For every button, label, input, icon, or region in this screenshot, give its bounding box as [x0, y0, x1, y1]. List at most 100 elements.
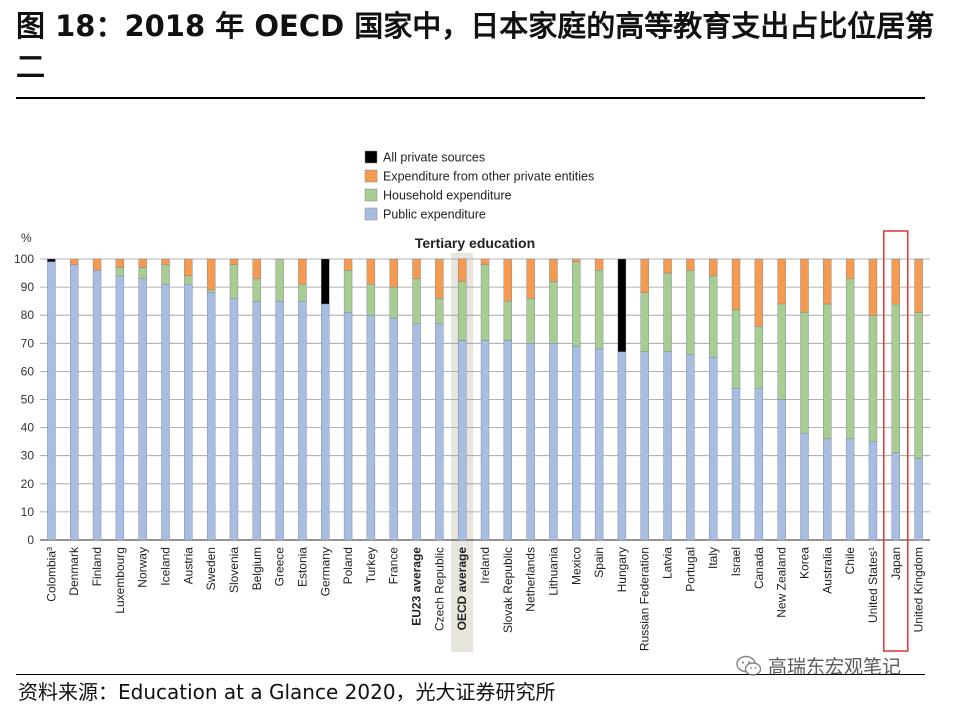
bar-segment-public — [161, 284, 170, 541]
bar-segment-public — [594, 348, 604, 541]
page-title: 图 18：2018 年 OECD 国家中，日本家庭的高等教育支出占比位居第二 — [16, 9, 935, 84]
bar-segment-public — [914, 458, 923, 541]
bar-segment-other-private — [161, 258, 170, 265]
bar-segment-public — [868, 441, 878, 541]
bar-segment-household — [914, 312, 923, 459]
bar-segment-other-private — [823, 258, 832, 305]
bar-segment-other-private — [366, 258, 376, 285]
x-tick-label: United Kingdom — [912, 547, 926, 632]
bar-segment-public — [343, 312, 353, 541]
legend-label: Expenditure from other private entities — [383, 170, 594, 184]
x-tick-label: Canada — [752, 547, 766, 589]
bar-segment-public — [823, 438, 832, 541]
japan-highlight-box — [882, 230, 909, 652]
bar-segment-public — [298, 300, 307, 541]
y-tick-label: 30 — [21, 449, 35, 463]
y-tick-label: 70 — [21, 336, 35, 350]
bar-segment-other-private — [526, 258, 535, 299]
x-tick-label: Germany — [318, 547, 332, 596]
x-tick-label: Slovak Republic — [501, 547, 515, 633]
bar-segment-household — [480, 264, 490, 341]
bar-segment-other-private — [412, 258, 421, 279]
bar-segment-household — [777, 303, 786, 400]
bar-segment-household — [503, 300, 513, 341]
x-tick-label: Spain — [592, 547, 606, 578]
bar-segment-public — [252, 300, 261, 541]
bar-segment-public — [891, 452, 900, 541]
x-tick-label: Hungary — [615, 547, 629, 592]
bar-segment-public — [526, 343, 535, 541]
bar-segment-public — [549, 343, 558, 541]
bar-segment-household — [343, 270, 353, 313]
bar-segment-other-private — [389, 258, 398, 288]
bar-segment-public — [663, 351, 672, 541]
bar-segment-public — [617, 351, 627, 541]
y-tick-label: 100 — [14, 252, 34, 266]
bar-segment-all-private — [321, 258, 330, 305]
bar-segment-household — [138, 267, 147, 279]
bar-segment-public — [321, 303, 330, 541]
bar-segment-public — [389, 317, 398, 541]
y-tick-label: 60 — [21, 364, 35, 378]
x-tick-label: Lithuania — [546, 547, 560, 596]
bar-segment-all-private — [617, 258, 627, 352]
x-tick-label: Denmark — [67, 546, 81, 596]
bar-segment-other-private — [343, 258, 353, 271]
bar-segment-household — [868, 315, 878, 442]
chart-title: Tertiary education — [415, 235, 535, 251]
bar-segment-other-private — [503, 258, 513, 302]
y-tick-label: 20 — [21, 477, 35, 491]
bar-segment-public — [754, 388, 764, 541]
bar-segment-other-private — [480, 258, 490, 265]
bar-segment-other-private — [70, 258, 79, 265]
legend-label: Public expenditure — [383, 208, 486, 222]
y-tick-label: 40 — [21, 421, 35, 435]
bar-segment-other-private — [709, 258, 718, 277]
bar-segment-other-private — [845, 258, 855, 279]
x-tick-label: Chile — [843, 547, 857, 575]
bar-segment-other-private — [229, 258, 239, 265]
bar-segment-other-private — [663, 258, 672, 274]
wechat-icon — [736, 655, 762, 676]
bar-segment-other-private — [435, 258, 444, 299]
bar-segment-public — [47, 261, 56, 541]
bar-segment-household — [115, 267, 125, 277]
bar-segment-public — [800, 433, 809, 541]
x-tick-label: Turkey — [364, 547, 378, 583]
bar-segment-all-private — [47, 258, 56, 263]
x-tick-label: Greece — [273, 547, 287, 587]
x-tick-label: Sweden — [204, 547, 218, 590]
bar-segment-household — [640, 292, 649, 352]
bar-segment-household — [663, 272, 672, 352]
y-tick-label: 0 — [27, 533, 34, 547]
bar-segment-household — [549, 281, 558, 344]
legend-label: All private sources — [383, 151, 485, 165]
bar-segment-public — [640, 351, 649, 541]
x-tick-label: Czech Republic — [432, 547, 446, 631]
bar-segment-public — [206, 292, 216, 541]
bar-segment-public — [686, 354, 695, 541]
bar-segment-public — [70, 264, 79, 541]
x-tick-label: Belgium — [250, 547, 264, 590]
y-tick-label: 50 — [21, 393, 35, 407]
bar-segment-other-private — [206, 258, 216, 291]
bar-segment-household — [184, 275, 193, 285]
x-tick-label: Iceland — [159, 547, 173, 586]
bar-segment-other-private — [800, 258, 809, 313]
bar-segment-other-private — [457, 258, 467, 282]
bar-segment-household — [389, 286, 398, 319]
x-tick-label: Japan — [889, 547, 903, 580]
x-tick-label: EU23 average — [410, 547, 424, 626]
bar-segment-public — [435, 323, 444, 541]
source-note: 资料来源：Education at a Glance 2020，光大证券研究所 — [18, 680, 556, 704]
x-tick-label: Russian Federation — [638, 547, 652, 651]
bar-segment-household — [206, 289, 216, 293]
x-tick-label: Norway — [136, 547, 150, 588]
bar-segment-public — [184, 284, 193, 541]
bar-segment-other-private — [549, 258, 558, 282]
bar-segment-other-private — [184, 258, 193, 277]
bar-segment-public — [480, 340, 490, 541]
x-tick-label: Luxembourg — [113, 547, 127, 614]
x-tick-label: OECD average — [455, 547, 469, 631]
source-rule — [16, 674, 925, 675]
